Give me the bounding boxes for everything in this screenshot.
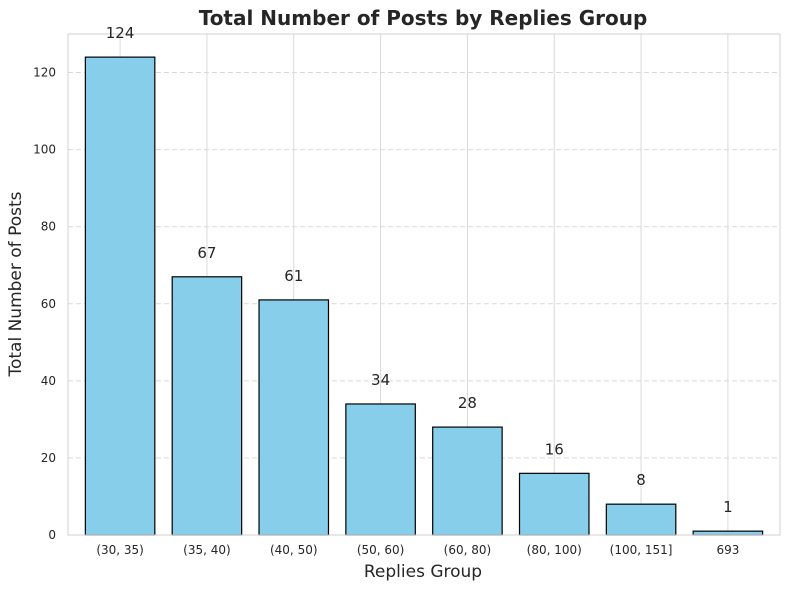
data-labels: 124 67 61 34 28 16 8 1 <box>106 24 733 516</box>
data-label: 16 <box>545 440 564 458</box>
y-tick-label: 60 <box>41 297 56 311</box>
x-tick-label: (60, 80) <box>444 543 492 557</box>
y-axis-label: Total Number of Posts <box>6 191 26 377</box>
x-tick-label: (40, 50) <box>270 543 318 557</box>
y-tick-label: 40 <box>41 374 56 388</box>
bar <box>692 530 764 536</box>
bar <box>258 299 330 536</box>
y-tick-label: 80 <box>41 220 56 234</box>
y-tick-label: 20 <box>41 451 56 465</box>
y-tick-label: 0 <box>48 528 56 542</box>
data-label: 28 <box>458 394 477 412</box>
data-label: 67 <box>197 244 216 262</box>
plot-frame <box>67 33 781 536</box>
y-tick-label: 120 <box>33 66 56 80</box>
x-tick-label: (35, 40) <box>183 543 231 557</box>
data-label: 61 <box>284 267 303 285</box>
y-tick-label: 100 <box>33 143 56 157</box>
bar <box>84 56 156 536</box>
x-tick-label: (100, 151] <box>610 543 673 557</box>
bar <box>605 503 677 536</box>
chart-title: Total Number of Posts by Replies Group <box>199 6 648 30</box>
x-axis-label: Replies Group <box>364 562 482 582</box>
bar <box>518 472 590 536</box>
y-axis-ticks: 0 20 40 60 80 100 120 <box>33 66 56 542</box>
data-label: 34 <box>371 371 390 389</box>
data-label: 1 <box>723 498 733 516</box>
bar <box>432 426 503 536</box>
data-label: 124 <box>106 24 135 42</box>
bar <box>345 403 416 536</box>
x-tick-label: 693 <box>716 543 739 557</box>
x-tick-label: (50, 60) <box>357 543 405 557</box>
x-tick-label: (30, 35) <box>96 543 144 557</box>
x-axis-ticks: (30, 35) (35, 40) (40, 50) (50, 60) (60, 80)… <box>96 543 739 557</box>
bar <box>171 276 243 536</box>
data-label: 8 <box>636 471 646 489</box>
x-tick-label: (80, 100) <box>527 543 582 557</box>
bars <box>84 56 764 536</box>
